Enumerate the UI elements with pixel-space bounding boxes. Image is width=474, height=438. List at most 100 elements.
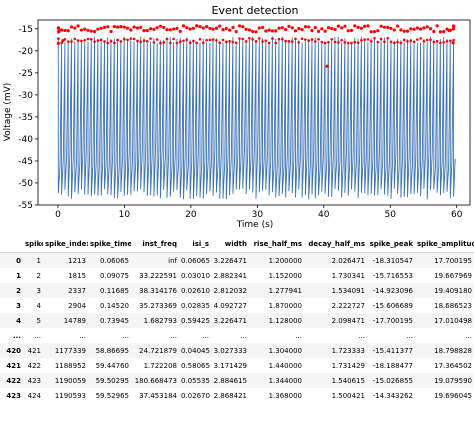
spike-peak-marker	[73, 37, 77, 41]
cell-spike-time: 0.73945	[100, 316, 129, 325]
spike-peak-marker	[389, 26, 393, 31]
spike-peak-marker	[135, 26, 139, 30]
spike-peak-marker	[346, 29, 350, 33]
spike-peak-marker	[307, 39, 310, 42]
spike-peak-marker	[99, 26, 103, 30]
spike-peak-marker	[389, 40, 393, 44]
cell-rise-half-ms: 1.440000	[268, 361, 302, 370]
spike-peak-marker	[363, 38, 366, 41]
cell-width: 2.882341	[213, 271, 247, 280]
spike-peak-marker	[419, 27, 423, 31]
spike-peak-marker	[152, 27, 156, 31]
spike-peak-marker	[169, 41, 172, 45]
spike-peak-marker	[195, 41, 198, 45]
cell-inst-freq: 35.273369	[139, 301, 177, 310]
cell-rise-half-ms: 1.368000	[268, 391, 302, 400]
spike-table: spikespike_indexspike_timeinst_freqisi_s…	[0, 236, 474, 403]
spike-peak-marker	[73, 26, 77, 30]
cell-width: 3.226471	[213, 256, 247, 265]
spike-peak-marker	[182, 39, 185, 43]
cell-spike-time: 59.44760	[95, 361, 129, 370]
spike-peak-marker	[244, 27, 248, 31]
spike-peak-marker	[360, 39, 363, 42]
spike-peak-marker	[145, 28, 149, 33]
spike-peak-marker	[234, 41, 238, 45]
cell-spike-peak: -14.923096	[372, 286, 413, 295]
index-header	[0, 236, 23, 253]
spike-peak-marker	[284, 27, 288, 32]
cell-rise-half-ms: 1.128000	[268, 316, 302, 325]
cell-isi-s: ...	[202, 331, 209, 340]
spike-peak-marker	[432, 40, 436, 44]
cell-spike: 422	[27, 361, 41, 370]
table-row: 1 2 1815 0.09075 33.222591 0.03010 2.882341 1.1…	[0, 268, 474, 283]
cell-spike-index: ...	[79, 331, 86, 340]
spike-peak-marker	[185, 38, 189, 42]
cell-spike-time: 59.50295	[95, 376, 129, 385]
table-row: 422 423 1190059 59.50295 180.668473 0.05535 2.…	[0, 373, 474, 388]
spike-peak-marker	[399, 28, 403, 32]
cell-decay-half-ms: ...	[358, 331, 365, 340]
spike-peak-marker	[152, 41, 156, 44]
spike-peak-marker	[201, 26, 205, 30]
spike-peak-marker	[274, 41, 278, 45]
spike-peak-marker	[155, 38, 159, 41]
spike-peak-marker	[346, 41, 350, 45]
cell-spike-peak: -15.716553	[372, 271, 413, 280]
spike-peak-marker	[99, 38, 103, 42]
spike-peak-marker	[402, 29, 406, 33]
spike-peak-marker	[448, 39, 452, 43]
table-row: 0 1 1213 0.06065 inf 0.06065 3.226471 1.200000 2…	[0, 252, 474, 268]
spike-peak-marker	[76, 39, 80, 42]
cell-isi-s: 0.03010	[181, 271, 210, 280]
cell-isi-s: 0.02670	[181, 391, 210, 400]
spike-peak-marker	[359, 26, 363, 30]
spike-peak-marker	[340, 38, 343, 42]
spike-peak-marker	[409, 39, 413, 42]
spike-peak-marker	[379, 24, 383, 28]
cell-decay-half-ms: 1.723333	[331, 346, 365, 355]
spike-peak-marker	[399, 41, 403, 45]
spike-peak-marker	[369, 30, 373, 34]
cell-spike: 4	[36, 301, 41, 310]
column-header-width: width	[211, 236, 249, 253]
spike-peak-marker	[205, 38, 208, 42]
cell-inst-freq: inf	[168, 256, 177, 265]
y-tick-label: -40	[18, 135, 33, 145]
cell-spike-time: 0.14520	[100, 301, 129, 310]
spike-peak-marker	[204, 25, 209, 29]
spike-peak-marker	[287, 40, 291, 43]
plot-frame	[37, 19, 471, 206]
column-header-spike-peak: spike_peak	[367, 236, 415, 253]
spike-peak-marker	[350, 41, 353, 45]
spike-peak-marker	[70, 40, 73, 43]
cell-spike-index: 1815	[68, 271, 86, 280]
spike-peak-marker	[327, 41, 330, 44]
spike-peak-marker	[234, 30, 238, 34]
x-tick-label: 20	[185, 210, 197, 220]
cell-spike: 3	[36, 286, 41, 295]
spike-peak-marker	[406, 40, 409, 43]
spike-peak-marker	[294, 37, 297, 41]
cell-spike-peak: -18.310547	[372, 256, 413, 265]
spike-peak-marker	[159, 41, 162, 45]
spike-peak-marker	[181, 24, 186, 28]
spike-peak-marker	[145, 40, 149, 43]
cell-isi-s: 0.59425	[181, 316, 210, 325]
spike-peak-marker	[257, 26, 261, 30]
cell-spike-time: 58.86695	[95, 346, 129, 355]
spike-peak-marker	[290, 40, 294, 43]
spike-peak-marker	[238, 37, 241, 40]
spike-peak-marker	[287, 24, 291, 28]
spike-peak-marker	[320, 27, 324, 31]
cell-decay-half-ms: 2.222727	[331, 301, 365, 310]
cell-spike-index: 1190593	[54, 391, 86, 400]
cell-inst-freq: 1.722208	[143, 361, 177, 370]
cell-rise-half-ms: 1.152000	[268, 271, 302, 280]
cell-spike-amplitude: 19.409180	[434, 286, 472, 295]
spike-peak-marker	[66, 29, 70, 33]
spike-peak-marker	[86, 28, 90, 32]
spike-peak-marker	[373, 36, 376, 40]
x-tick-label: 40	[318, 210, 330, 220]
x-axis-label: Time (s)	[236, 220, 274, 230]
